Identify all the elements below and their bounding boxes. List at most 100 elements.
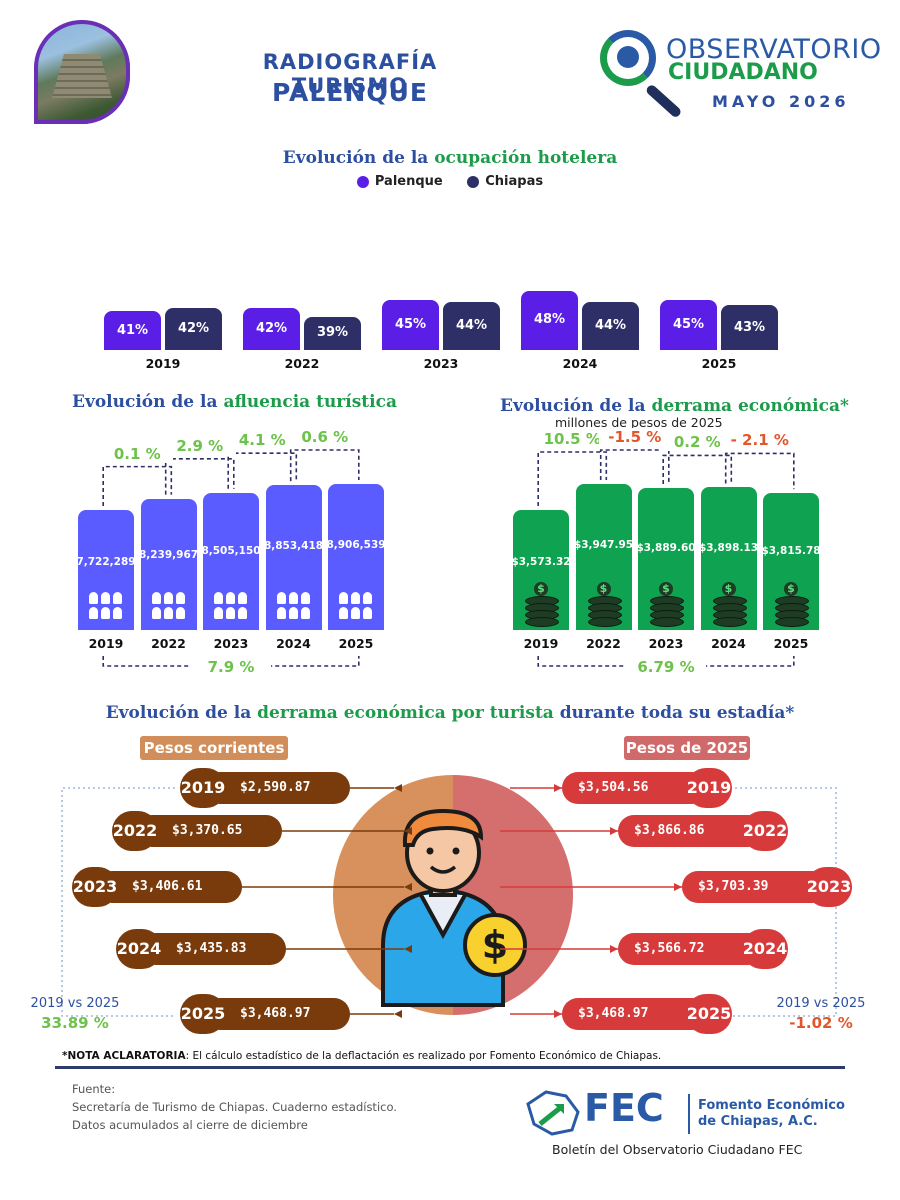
pill-corrientes-2024: 2024 $3,435.83 <box>116 929 286 969</box>
bar-palenque-2023: 45% <box>382 299 439 350</box>
person-glyph <box>339 592 348 604</box>
coin-stack-icon: $ <box>523 582 559 627</box>
change-connectors <box>102 449 360 667</box>
x-tick-label-2024: 2024 <box>562 356 598 371</box>
bar-value-label: 8,853,418 <box>263 540 324 553</box>
bar-value-label: 7,722,289 <box>76 555 136 568</box>
pill-year-label: 2025 <box>686 994 732 1034</box>
person-glyph <box>363 607 372 619</box>
person-glyph <box>163 606 173 619</box>
x-tick-label-2022: 2022 <box>586 636 621 651</box>
person-glyph <box>351 592 360 604</box>
bar-value-label: 39% <box>316 325 349 341</box>
bar-value-label: 44% <box>594 318 627 334</box>
pill-year-label: 2025 <box>180 994 226 1034</box>
person-glyph <box>339 607 348 619</box>
x-tick-label-2023: 2023 <box>213 636 249 651</box>
header-title-line2: PALENQUE <box>272 78 428 107</box>
pill-2025-2019: 2019 $3,504.56 <box>562 768 732 808</box>
coin-stack-icon: $ <box>586 582 622 627</box>
bar-value-label: 41% <box>116 322 149 338</box>
dollar-icon: $ <box>534 582 548 596</box>
per-tourist-title: Evolución de la derrama económica por tu… <box>105 703 795 723</box>
coin-glyph <box>650 616 684 627</box>
change-connector-2 <box>227 452 298 489</box>
bar-chiapas-2022: 39% <box>304 316 361 350</box>
bar-2023: 8,505,150 <box>201 492 261 630</box>
pill-value-label: $3,468.97 <box>578 1006 649 1021</box>
logo-text-ciudadano: CIUDADANO <box>668 60 818 85</box>
hotel-title-part2: ocupación hotelera <box>434 148 618 168</box>
x-tick-label-2022: 2022 <box>284 356 320 371</box>
person-glyph <box>226 606 235 619</box>
bar-value-label: 43% <box>733 319 766 335</box>
magnifier-handle-icon <box>644 83 683 119</box>
bar-value-label: $3,815.78 <box>761 545 821 558</box>
caption-pesos-corrientes: Pesos corrientes <box>140 736 288 760</box>
bar-2023: $3,889.60 $ <box>636 488 696 630</box>
legend-item-chiapas: Chiapas <box>467 174 543 189</box>
person-glyph <box>238 591 247 604</box>
right-compare-label: 2019 vs 2025 <box>776 996 866 1011</box>
pill-value-label: $3,406.61 <box>132 879 203 894</box>
left-compare-label: 2019 vs 2025 <box>30 996 120 1011</box>
change-label-0: 10.5 % <box>536 430 609 448</box>
person-glyph <box>351 607 360 619</box>
caption-pesos-2025: Pesos de 2025 <box>624 736 750 760</box>
right-compare-value: -1.02 % <box>789 1014 853 1032</box>
coin-stack-icon: $ <box>773 581 809 627</box>
change-connector-0 <box>102 465 173 506</box>
person-glyph <box>101 592 110 604</box>
hotel-legend: Palenque Chiapas <box>0 174 900 189</box>
person-glyph <box>276 591 286 604</box>
bar-value-label: 42% <box>255 321 288 337</box>
pill-value-label: $2,590.87 <box>240 780 311 795</box>
person-glyph <box>89 592 98 604</box>
bar-palenque-2022: 42% <box>243 308 300 350</box>
pill-corrientes-2025: 2025 $3,468.97 <box>180 994 350 1034</box>
bar-2024: $3,898.13 $ <box>699 487 758 630</box>
pill-year-label: 2023 <box>806 867 852 907</box>
x-tick-label-2025: 2025 <box>701 356 737 371</box>
bar-palenque-2019: 41% <box>104 311 161 350</box>
source-block: Fuente: Secretaría de Turismo de Chiapas… <box>72 1082 397 1132</box>
person-glyph <box>288 606 298 619</box>
derrama-subtitle: millones de pesos de 2025 <box>555 415 723 430</box>
pill-2025-2025: 2025 $3,468.97 <box>562 994 732 1034</box>
total-change-label: 6.79 % <box>626 658 706 676</box>
bar-chiapas-2024: 44% <box>582 302 639 350</box>
person-glyph <box>151 606 161 619</box>
dollar-icon: $ <box>721 581 736 596</box>
bar-value-label: 42% <box>177 321 210 337</box>
afluencia-chart: 7,722,289 2019 8,239,967 2022 8,505,150 2023 8… <box>60 415 400 685</box>
person-glyph <box>300 591 310 604</box>
bar-value-label: $3,573.32 <box>511 555 571 568</box>
palenque-temple-photo <box>34 20 130 124</box>
bar-value-label: 8,239,967 <box>138 548 199 561</box>
tourist-person-icon: $ <box>381 808 527 1007</box>
people-group-icon <box>88 592 124 622</box>
person-glyph <box>214 606 223 619</box>
people-group-icon <box>276 591 312 622</box>
x-tick-label-2024: 2024 <box>711 636 746 651</box>
pill-year-label: 2022 <box>112 811 158 851</box>
footer-divider <box>55 1066 845 1069</box>
x-tick-label-2023: 2023 <box>648 636 684 651</box>
dollar-icon: $ <box>659 581 673 596</box>
logo-text-observatorio: OBSERVATORIO <box>666 34 882 65</box>
person-glyph <box>175 606 185 619</box>
bulletin-credit: Boletín del Observatorio Ciudadano FEC <box>552 1142 803 1157</box>
pill-year-label: 2023 <box>72 867 118 907</box>
people-icon <box>617 46 639 68</box>
bar-value-label: $3,898.13 <box>698 541 759 554</box>
pill-value-label: $3,504.56 <box>578 780 649 795</box>
hotel-title-part1: Evolución de la <box>282 148 435 168</box>
x-tick-label-2019: 2019 <box>88 636 124 651</box>
change-label-1: 2.9 % <box>163 436 236 455</box>
bar-2025: $3,815.78 $ <box>761 493 821 630</box>
bar-palenque-2025: 45% <box>660 299 717 350</box>
change-label-1: -1.5 % <box>598 428 671 446</box>
change-connector-1 <box>164 458 235 495</box>
bar-2019: $3,573.32 $ <box>511 510 571 630</box>
x-tick-label-2019: 2019 <box>523 636 559 651</box>
